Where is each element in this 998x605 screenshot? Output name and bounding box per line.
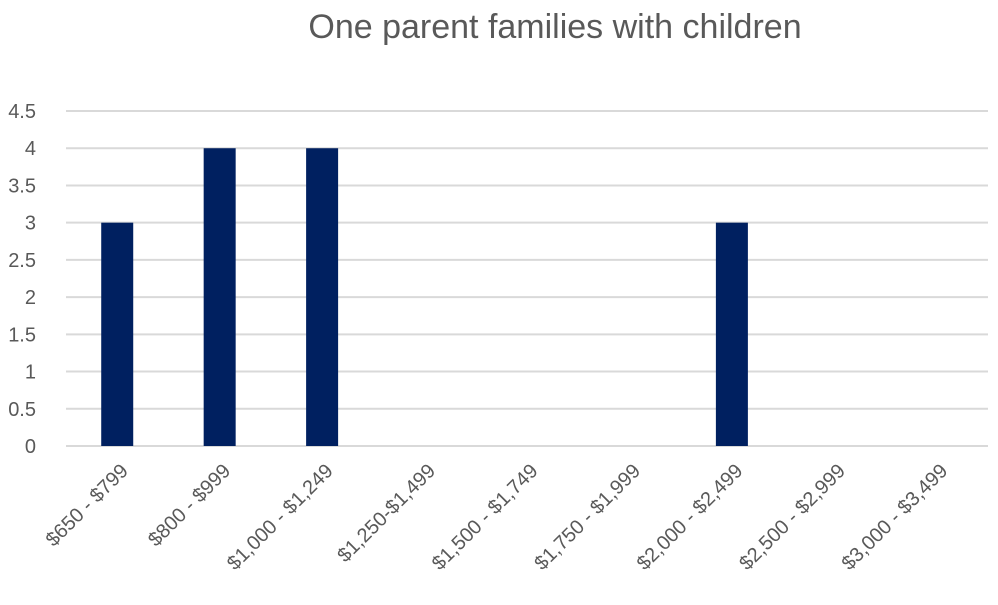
y-tick-label: 2.5 bbox=[8, 250, 36, 272]
x-tick-label: $3,000 - $3,499 bbox=[838, 460, 953, 575]
x-tick-label: $1,000 - $1,249 bbox=[223, 460, 338, 575]
x-tick-label: $1,750 - $1,999 bbox=[530, 460, 645, 575]
y-axis-tick-labels: 0 0.5 1 1.5 2 2.5 3 3.5 4 4.5 bbox=[8, 101, 36, 458]
chart-title: One parent families with children bbox=[308, 8, 801, 46]
x-tick-label: $2,000 - $2,499 bbox=[633, 460, 748, 575]
x-tick-label: $1,250-$1,499 bbox=[333, 460, 440, 567]
y-tick-label: 4 bbox=[25, 138, 36, 160]
y-tick-label: 0 bbox=[25, 436, 36, 458]
bar bbox=[203, 148, 236, 446]
bar bbox=[715, 222, 748, 446]
y-tick-label: 3.5 bbox=[8, 175, 36, 197]
y-tick-label: 0.5 bbox=[8, 399, 36, 421]
y-tick-label: 4.5 bbox=[8, 101, 36, 123]
y-tick-label: 3 bbox=[25, 213, 36, 235]
bar bbox=[306, 148, 339, 446]
x-tick-label: $650 - $799 bbox=[42, 460, 133, 551]
bars bbox=[101, 148, 748, 446]
x-tick-label: $800 - $999 bbox=[144, 460, 235, 551]
x-tick-label: $2,500 - $2,999 bbox=[735, 460, 850, 575]
x-tick-label: $1,500 - $1,749 bbox=[428, 460, 543, 575]
y-tick-label: 1.5 bbox=[8, 324, 36, 346]
y-tick-label: 1 bbox=[25, 362, 36, 384]
x-axis-tick-labels: $650 - $799 $800 - $999$1,000 - $1,249$1,… bbox=[42, 460, 953, 575]
bar bbox=[101, 222, 134, 446]
y-tick-label: 2 bbox=[25, 287, 36, 309]
